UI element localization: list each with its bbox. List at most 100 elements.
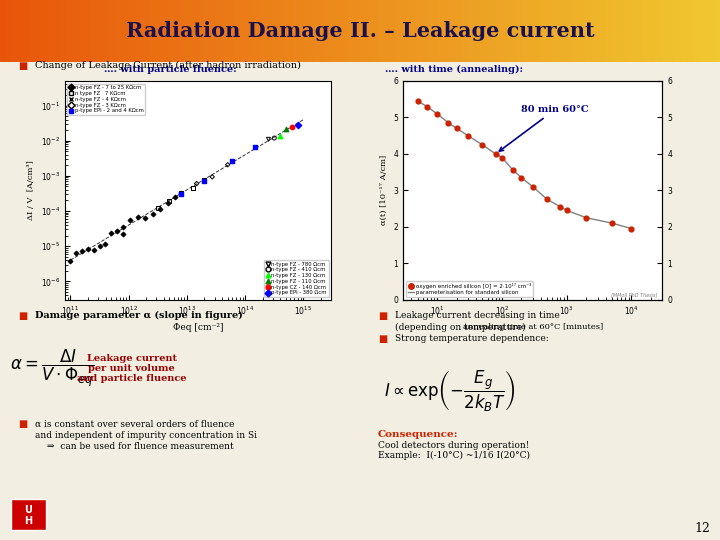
Bar: [713, 0, 715, 62]
Bar: [394, 0, 396, 62]
Bar: [209, 0, 211, 62]
Point: [169, 192, 181, 201]
Bar: [351, 0, 353, 62]
Bar: [228, 0, 230, 62]
Bar: [684, 0, 686, 62]
Bar: [509, 0, 511, 62]
Bar: [182, 0, 185, 62]
Bar: [317, 0, 319, 62]
Bar: [533, 0, 535, 62]
Bar: [382, 0, 384, 62]
Bar: [322, 0, 324, 62]
Point: [132, 212, 143, 221]
Bar: [511, 0, 513, 62]
Bar: [99, 0, 101, 62]
Bar: [504, 0, 506, 62]
Bar: [495, 0, 497, 62]
Bar: [401, 0, 403, 62]
Bar: [420, 0, 423, 62]
Text: Radiation Damage II. – Leakage current: Radiation Damage II. – Leakage current: [126, 21, 594, 41]
Bar: [192, 0, 194, 62]
Bar: [281, 0, 283, 62]
Point: [194, 176, 206, 185]
Bar: [631, 0, 634, 62]
Bar: [470, 0, 473, 62]
Bar: [576, 0, 578, 62]
Bar: [163, 0, 166, 62]
Bar: [63, 0, 65, 62]
Bar: [689, 0, 691, 62]
Bar: [225, 0, 228, 62]
Bar: [146, 0, 149, 62]
Text: $\alpha = \dfrac{\Delta I}{V \cdot \Phi_{eq}}$: $\alpha = \dfrac{\Delta I}{V \cdot \Phi_…: [10, 348, 95, 389]
Bar: [194, 0, 197, 62]
Bar: [175, 0, 178, 62]
Bar: [403, 0, 405, 62]
Bar: [662, 0, 665, 62]
Bar: [137, 0, 139, 62]
Bar: [634, 0, 636, 62]
Bar: [526, 0, 528, 62]
Bar: [65, 0, 67, 62]
Bar: [693, 0, 696, 62]
Bar: [151, 0, 153, 62]
Bar: [612, 0, 614, 62]
Bar: [617, 0, 619, 62]
Point: [490, 150, 501, 158]
Bar: [528, 0, 531, 62]
Bar: [115, 0, 117, 62]
Text: α is constant over several orders of fluence: α is constant over several orders of flu…: [35, 420, 234, 428]
Bar: [240, 0, 243, 62]
Point: [179, 187, 191, 195]
Bar: [7, 0, 9, 62]
Bar: [127, 0, 130, 62]
Bar: [36, 0, 38, 62]
Bar: [24, 0, 27, 62]
Y-axis label: ΔI / V  [A/cm³]: ΔI / V [A/cm³]: [27, 160, 35, 220]
Bar: [590, 0, 593, 62]
Bar: [29, 0, 31, 62]
Point: [99, 239, 111, 248]
Bar: [84, 0, 86, 62]
Bar: [202, 0, 204, 62]
Bar: [423, 0, 425, 62]
Bar: [329, 0, 331, 62]
Bar: [487, 0, 490, 62]
Bar: [427, 0, 430, 62]
Bar: [372, 0, 374, 62]
Bar: [621, 0, 624, 62]
Bar: [91, 0, 94, 62]
Bar: [497, 0, 499, 62]
Bar: [293, 0, 295, 62]
Bar: [283, 0, 286, 62]
Bar: [360, 0, 362, 62]
Bar: [286, 0, 288, 62]
Bar: [451, 0, 454, 62]
Point: [199, 176, 210, 185]
Bar: [391, 0, 394, 62]
Bar: [19, 0, 22, 62]
Bar: [629, 0, 631, 62]
Bar: [125, 0, 127, 62]
Bar: [639, 0, 641, 62]
Bar: [279, 0, 281, 62]
Bar: [259, 0, 261, 62]
Bar: [252, 0, 254, 62]
Bar: [446, 0, 449, 62]
Bar: [499, 0, 502, 62]
Text: Leakage current decreasing in time: Leakage current decreasing in time: [395, 312, 559, 320]
Bar: [607, 0, 610, 62]
Point: [451, 124, 462, 133]
Point: [147, 210, 158, 218]
Text: …. with time (annealing):: …. with time (annealing):: [385, 65, 523, 74]
Bar: [207, 0, 209, 62]
Bar: [70, 0, 72, 62]
Bar: [374, 0, 377, 62]
Bar: [502, 0, 504, 62]
Text: …. with particle fluence:: …. with particle fluence:: [104, 65, 237, 74]
Bar: [168, 0, 171, 62]
Bar: [139, 0, 142, 62]
Bar: [50, 0, 53, 62]
Bar: [204, 0, 207, 62]
Text: 80 min 60°C: 80 min 60°C: [500, 105, 589, 151]
